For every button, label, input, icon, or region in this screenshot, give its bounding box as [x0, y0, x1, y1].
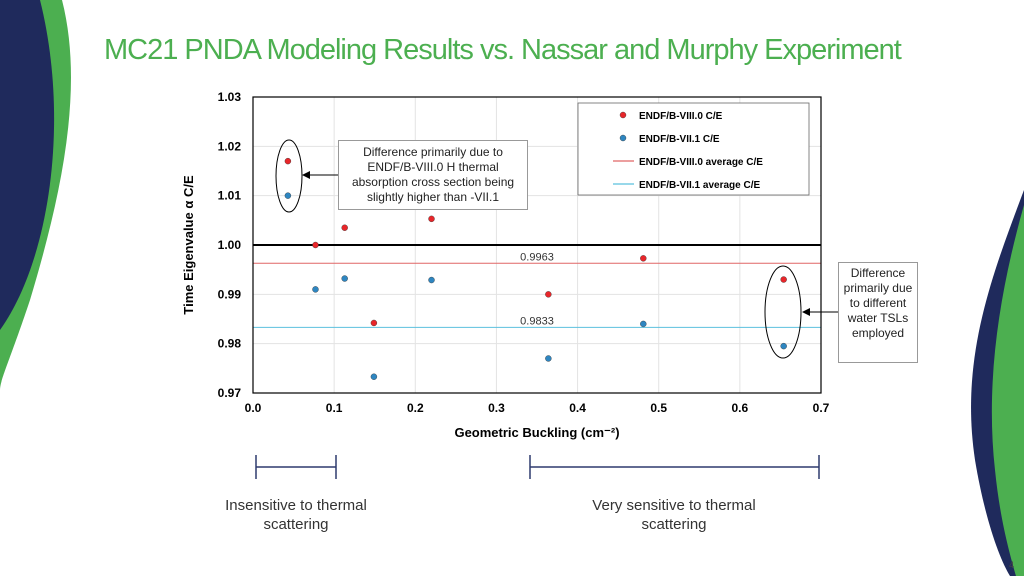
annotation-note-right: Difference primarily due to different wa… [838, 262, 918, 363]
average-label: 0.9963 [520, 251, 554, 263]
data-point [341, 224, 348, 231]
x-tick-label: 0.0 [245, 401, 262, 415]
x-tick-label: 0.5 [650, 401, 667, 415]
plot-frame [252, 96, 822, 394]
data-point [312, 241, 319, 249]
x-tick-label: 0.1 [326, 401, 343, 415]
data-point [341, 275, 348, 282]
caption-insensitive: Insensitive to thermal scattering [225, 497, 367, 533]
caption-sensitive: Very sensitive to thermal scattering [592, 497, 756, 533]
annotation-note-left: Difference primarily due to ENDF/B-VIII.… [338, 140, 528, 210]
data-point [284, 192, 292, 199]
left-navy-swoosh [0, 0, 55, 330]
y-tick-label: 1.00 [218, 238, 242, 252]
chart-legend: ENDF/B-VIII.0 C/E ENDF/B-VII.1 C/E ENDF/B-… [577, 102, 810, 196]
data-point [545, 355, 552, 362]
legend-marker [619, 134, 627, 142]
page-number: 4 [1008, 560, 1014, 570]
data-point [640, 320, 647, 328]
bracket-sensitive [529, 455, 820, 479]
x-tick-label: 0.7 [813, 401, 830, 415]
data-point [428, 276, 435, 284]
x-tick-label: 0.4 [569, 401, 586, 415]
y-tick-label: 1.02 [218, 139, 242, 153]
data-point [284, 157, 292, 165]
data-point [370, 319, 378, 327]
x-tick-label: 0.6 [732, 401, 749, 415]
highlight-ellipse-left [275, 139, 303, 213]
data-point [780, 342, 787, 350]
annotation-arrowhead-right [802, 308, 810, 316]
y-tick-label: 1.01 [218, 189, 242, 203]
annotation-arrowhead-left [302, 171, 310, 179]
x-tick-label: 0.2 [407, 401, 424, 415]
highlight-ellipse-right [764, 265, 802, 359]
y-tick-label: 1.03 [218, 90, 242, 104]
legend-box [577, 102, 810, 196]
legend-label: ENDF/B-VII.1 average C/E [639, 180, 760, 191]
average-label: 0.9833 [520, 315, 554, 327]
right-green-swoosh [991, 205, 1024, 576]
legend-label: ENDF/B-VII.1 C/E [639, 134, 720, 145]
data-point [312, 286, 319, 293]
y-tick-label: 0.98 [218, 337, 242, 351]
data-point [640, 255, 647, 262]
y-tick-label: 0.97 [218, 386, 242, 400]
data-point [370, 373, 378, 380]
y-tick-label: 0.99 [218, 287, 242, 301]
chart-axes: 0.0 0.1 0.2 0.3 0.4 0.5 0.6 0.7 0.97 0.98 0.99 1.00… [218, 90, 830, 415]
legend-label: ENDF/B-VIII.0 C/E [639, 111, 723, 122]
y-axis-label: Time Eigenvalue α C/E [181, 175, 196, 315]
slide-title: MC21 PNDA Modeling Results vs. Nassar an… [104, 34, 902, 66]
data-points [284, 157, 787, 380]
data-point [545, 291, 552, 298]
bracket-insensitive [255, 455, 337, 479]
legend-marker [619, 111, 627, 119]
average-lines: 0.9963 0.9833 [253, 251, 821, 328]
x-tick-label: 0.3 [488, 401, 505, 415]
data-point [780, 276, 787, 283]
data-point [428, 215, 435, 223]
x-axis-label: Geometric Buckling (cm⁻²) [454, 425, 619, 440]
legend-label: ENDF/B-VIII.0 average C/E [639, 157, 763, 168]
